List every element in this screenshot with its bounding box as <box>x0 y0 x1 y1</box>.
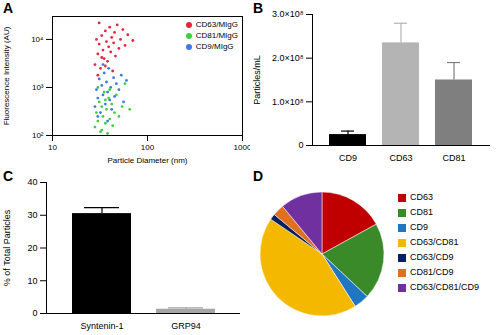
html-text:CD63/CD9: CD63/CD9 <box>410 252 454 262</box>
svg-text:0: 0 <box>298 140 303 150</box>
svg-text:Particle Diameter (nm): Particle Diameter (nm) <box>107 156 187 165</box>
html-text:CD63/CD81: CD63/CD81 <box>410 237 459 247</box>
svg-text:Fluorescence Intensity (AU): Fluorescence Intensity (AU) <box>2 26 11 125</box>
html-text:CD81/MIgG: CD81/MIgG <box>195 31 238 40</box>
svg-text:40: 40 <box>27 177 37 187</box>
svg-text:CD9: CD9 <box>339 153 357 163</box>
svg-text:Particles/mL: Particles/mL <box>252 55 262 105</box>
html-text:CD9: CD9 <box>410 222 428 232</box>
svg-text:3.0×10⁸: 3.0×10⁸ <box>272 9 304 19</box>
html-text:D: D <box>253 168 264 184</box>
html-text:CD81/CD9: CD81/CD9 <box>410 267 454 277</box>
svg-text:0: 0 <box>32 308 37 318</box>
html-text:C: C <box>3 168 14 184</box>
html-text:CD9/MIgG: CD9/MIgG <box>195 42 234 51</box>
svg-text:10²: 10² <box>32 131 44 140</box>
html-text:CD63/CD81/CD9: CD63/CD81/CD9 <box>410 282 479 292</box>
svg-text:% of Total Particles: % of Total Particles <box>2 209 12 286</box>
html-text:CD63/MIgG: CD63/MIgG <box>195 20 238 29</box>
svg-text:10: 10 <box>48 143 57 152</box>
svg-text:1000: 1000 <box>234 143 250 152</box>
svg-text:GRP94: GRP94 <box>171 321 201 331</box>
html-text:CD81: CD81 <box>410 207 433 217</box>
svg-text:10⁴: 10⁴ <box>31 35 44 44</box>
svg-text:CD63: CD63 <box>389 153 412 163</box>
svg-text:Syntenin-1: Syntenin-1 <box>80 321 123 331</box>
html-text:CD63: CD63 <box>410 192 433 202</box>
html-text:B: B <box>253 0 264 16</box>
svg-text:20: 20 <box>27 243 37 253</box>
svg-text:100: 100 <box>141 143 155 152</box>
svg-text:CD81: CD81 <box>442 153 465 163</box>
svg-text:2.0×10⁸: 2.0×10⁸ <box>272 53 304 63</box>
html-text:A: A <box>3 0 14 16</box>
svg-text:10³: 10³ <box>32 83 44 92</box>
svg-text:1.0×10⁸: 1.0×10⁸ <box>272 97 304 107</box>
svg-text:10: 10 <box>27 276 37 286</box>
svg-text:30: 30 <box>27 210 37 220</box>
